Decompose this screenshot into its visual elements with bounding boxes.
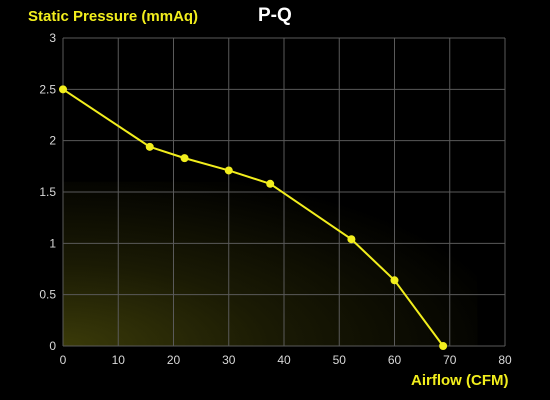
background-glow <box>63 181 478 346</box>
x-tick-label: 70 <box>443 353 457 367</box>
data-point <box>145 142 154 151</box>
data-point <box>439 342 448 350</box>
y-tick-label: 0.5 <box>39 288 56 302</box>
y-tick-label: 3 <box>49 31 56 45</box>
y-tick-label: 1 <box>49 236 56 250</box>
x-tick-label: 80 <box>498 353 512 367</box>
data-point <box>390 276 399 285</box>
x-tick-label: 50 <box>333 353 347 367</box>
y-axis-label: Static Pressure (mmAq) <box>28 8 199 25</box>
chart-title: P-Q <box>258 5 292 26</box>
y-tick-label: 2 <box>49 134 56 148</box>
data-point <box>224 166 233 175</box>
data-point <box>180 154 189 163</box>
y-tick-label: 0 <box>49 339 56 353</box>
data-point <box>266 179 275 188</box>
x-tick-label: 30 <box>222 353 236 367</box>
x-tick-label: 10 <box>112 353 126 367</box>
x-axis-label: Airflow (CFM) <box>411 372 509 389</box>
y-tick-label: 1.5 <box>39 185 56 199</box>
x-tick-label: 0 <box>60 353 67 367</box>
data-point <box>347 235 356 244</box>
series-line <box>62 88 444 347</box>
data-point <box>59 85 67 94</box>
y-tick-label: 2.5 <box>39 82 56 96</box>
x-tick-label: 60 <box>388 353 402 367</box>
x-tick-label: 20 <box>167 353 181 367</box>
x-tick-label: 40 <box>277 353 291 367</box>
